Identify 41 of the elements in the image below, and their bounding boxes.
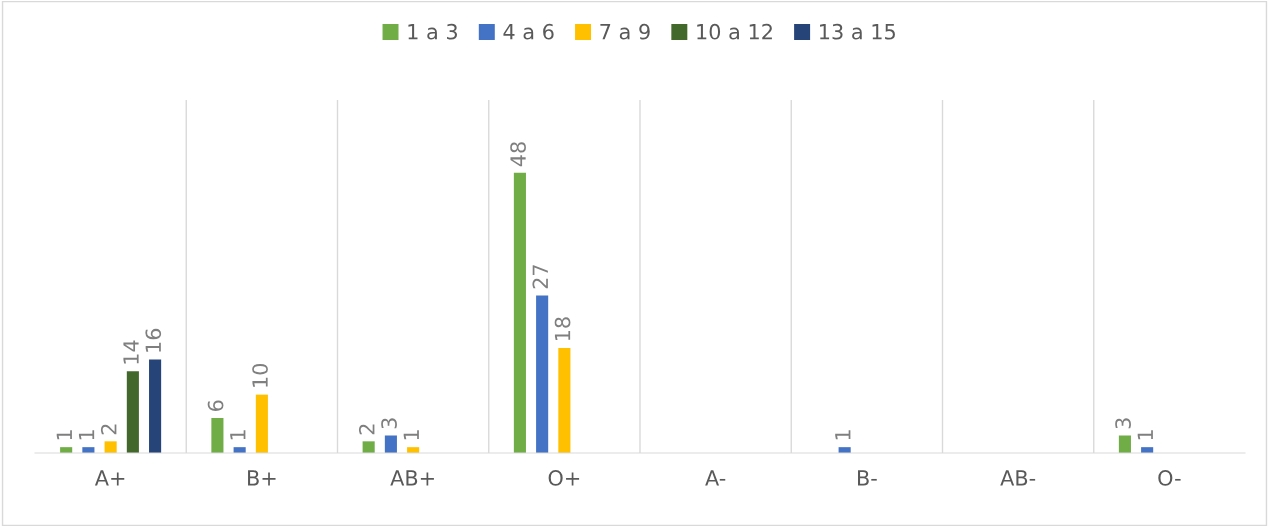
data-label: 48	[510, 142, 526, 167]
bar	[558, 347, 571, 453]
legend-label: 4 a 6	[503, 23, 554, 40]
bar	[255, 394, 268, 453]
x-tick-label: A-	[705, 470, 726, 486]
bar	[384, 435, 397, 453]
data-label: 1	[230, 430, 246, 440]
x-tick-label: AB-	[1000, 470, 1036, 486]
x-tick-label: B+	[248, 470, 276, 486]
data-label: 1	[1137, 430, 1153, 440]
data-label: 2	[100, 424, 117, 435]
bar	[536, 295, 549, 453]
data-label: 27	[532, 265, 548, 289]
x-tick-label: A+	[94, 470, 125, 486]
data-label: 3	[381, 418, 397, 429]
bar	[362, 441, 375, 453]
bar	[126, 371, 139, 453]
x-tick-label: AB+	[390, 470, 434, 486]
data-label: 3	[1115, 418, 1131, 429]
bar	[513, 172, 526, 453]
data-label: 1	[78, 430, 95, 440]
data-label: 1	[56, 430, 72, 440]
bar	[211, 417, 224, 453]
bar	[104, 441, 117, 453]
data-label: 2	[358, 424, 375, 435]
data-label: 1	[835, 430, 851, 440]
data-label: 1	[403, 430, 419, 440]
legend-label: 10 a 12	[697, 23, 772, 40]
bar	[149, 359, 162, 453]
data-label: 6	[207, 400, 224, 411]
data-label: 10	[252, 363, 268, 387]
legend-label: 13 a 15	[820, 23, 895, 40]
x-tick-label: B-	[858, 470, 877, 486]
data-label: 18	[554, 317, 571, 341]
legend-label: 1 a 3	[408, 23, 457, 40]
bar	[1118, 435, 1131, 453]
data-label: 16	[145, 328, 162, 352]
x-tick-label: O+	[548, 470, 580, 486]
data-label: 14	[123, 340, 139, 364]
x-tick-label: O-	[1158, 470, 1181, 486]
legend-label: 7 a 9	[600, 23, 650, 40]
